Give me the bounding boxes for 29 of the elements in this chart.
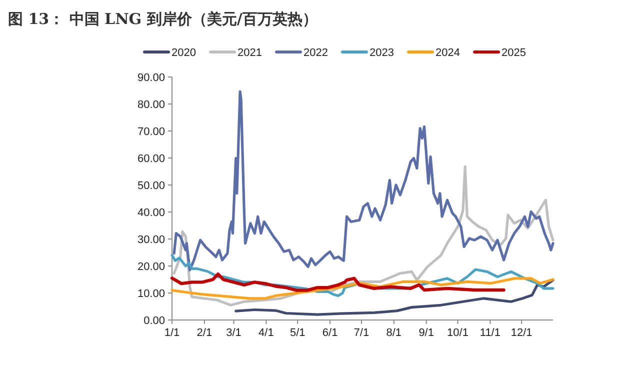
legend-label: 2022 <box>304 47 328 59</box>
x-tick-label: 6/1 <box>322 327 338 339</box>
y-tick-label: 30.00 <box>137 234 165 246</box>
y-tick-label: 20.00 <box>137 261 165 273</box>
y-tick-label: 40.00 <box>137 207 165 219</box>
legend-label: 2021 <box>238 47 262 59</box>
x-tick-label: 10/1 <box>447 327 468 339</box>
legend-label: 2025 <box>502 47 526 59</box>
x-tick-label: 7/1 <box>354 327 370 339</box>
x-tick-label: 4/1 <box>258 327 274 339</box>
y-tick-label: 0.00 <box>144 315 165 327</box>
x-tick-label: 9/1 <box>418 327 434 339</box>
x-tick-label: 12/1 <box>510 327 532 339</box>
legend-label: 2023 <box>370 47 394 59</box>
y-tick-label: 60.00 <box>137 153 165 165</box>
y-tick-label: 70.00 <box>137 126 165 138</box>
x-tick-label: 5/1 <box>290 327 306 339</box>
legend-label: 2020 <box>172 47 196 59</box>
x-tick-label: 8/1 <box>386 327 402 339</box>
x-tick-label: 11/1 <box>480 327 500 339</box>
y-tick-label: 80.00 <box>137 99 165 111</box>
y-tick-label: 10.00 <box>137 288 165 300</box>
y-tick-label: 50.00 <box>137 180 165 192</box>
x-tick-label: 2/1 <box>196 327 212 339</box>
x-tick-label: 1/1 <box>164 327 180 339</box>
y-tick-label: 90.00 <box>137 72 165 84</box>
legend-label: 2024 <box>436 47 460 59</box>
x-tick-label: 3/1 <box>226 327 242 339</box>
chart-title: 图 13： 中国 LNG 到岸价（美元/百万英热） <box>8 10 318 28</box>
